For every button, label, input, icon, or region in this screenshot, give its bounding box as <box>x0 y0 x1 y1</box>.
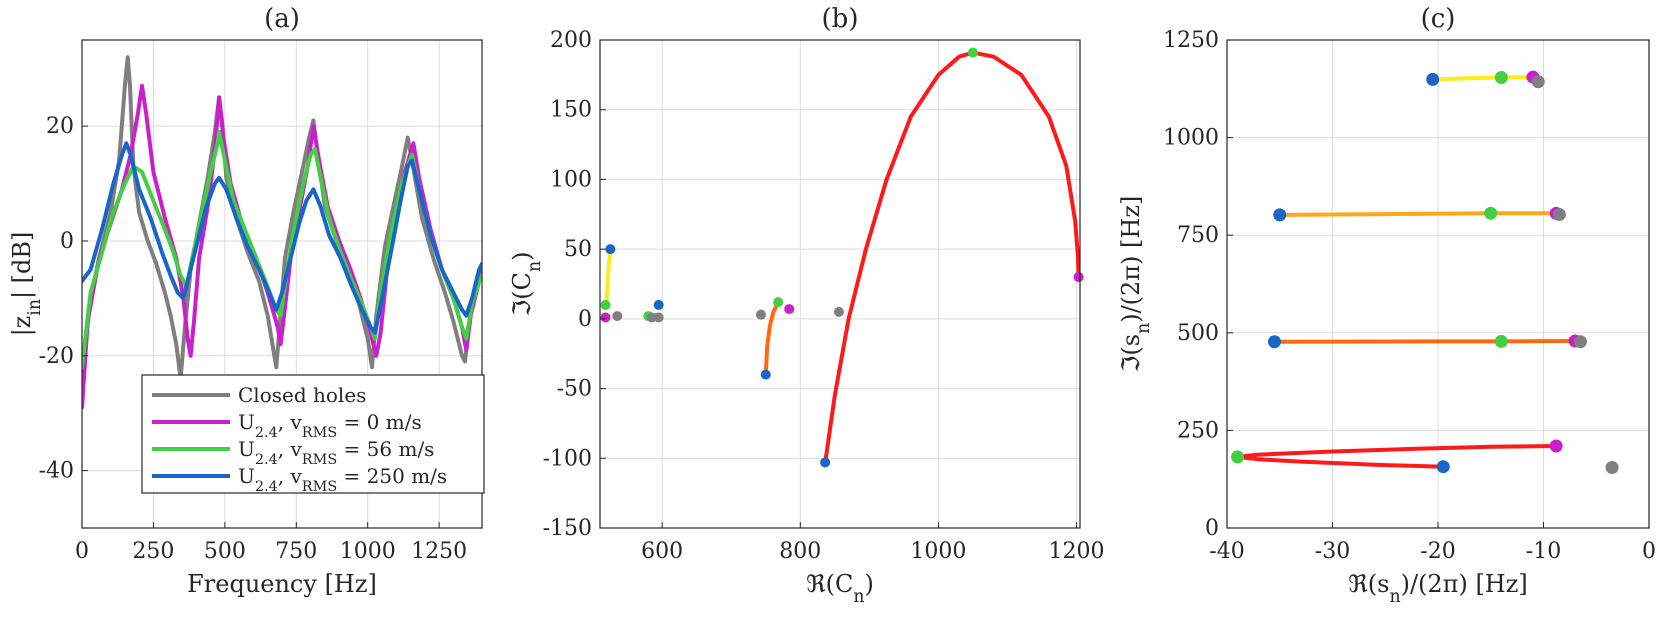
series-line-1 <box>82 83 482 410</box>
x-tick-label: 0 <box>75 539 89 564</box>
data-point-0 <box>1436 460 1450 474</box>
y-tick-label: 150 <box>550 98 592 123</box>
legend-label-1: U2.4, vRMS = 0 m/s <box>238 410 422 441</box>
data-point-12 <box>605 244 616 255</box>
y-axis-label: ℑ(Cn) <box>508 252 545 317</box>
x-tick-label: 750 <box>275 539 317 564</box>
legend-label-3: U2.4, vRMS = 250 m/s <box>238 464 447 495</box>
y-tick-label: 1250 <box>1163 28 1219 53</box>
y-axis-label: |zin| [dB] <box>8 232 45 337</box>
y-tick-label: -20 <box>39 344 74 369</box>
y-tick-label: 0 <box>1205 516 1219 541</box>
data-point-8 <box>1273 208 1287 222</box>
x-axis-label: ℜ(sn)/(2π) [Hz] <box>1348 570 1528 607</box>
data-point-11 <box>653 312 664 323</box>
data-point-15 <box>612 311 623 322</box>
trajectory-curve-2 <box>604 247 613 307</box>
plot-area <box>82 55 482 410</box>
x-tick-label: -20 <box>1420 539 1455 564</box>
panel-title: (a) <box>264 4 300 34</box>
y-tick-label: -100 <box>543 446 592 471</box>
x-tick-label: 1000 <box>910 539 966 564</box>
x-axis-label: Frequency [Hz] <box>187 570 377 598</box>
y-tick-label: 50 <box>564 237 592 262</box>
x-tick-label: 0 <box>1642 539 1656 564</box>
y-tick-label: 0 <box>578 307 592 332</box>
axes-frame <box>599 39 1081 529</box>
grid <box>600 39 1080 529</box>
data-point-8 <box>653 299 664 310</box>
y-tick-label: 500 <box>1177 321 1219 346</box>
data-point-2 <box>820 457 831 468</box>
data-point-5 <box>1494 334 1508 348</box>
y-tick-label: 20 <box>46 114 74 139</box>
panel-title: (c) <box>1421 4 1456 34</box>
axes-frame <box>81 39 483 529</box>
y-tick-label: 100 <box>550 167 592 192</box>
data-point-1 <box>1073 272 1084 283</box>
y-tick-label: -50 <box>557 377 592 402</box>
panel-title: (b) <box>822 4 859 34</box>
data-point-9 <box>1484 206 1498 220</box>
trajectory-curve-0 <box>1237 444 1559 469</box>
legend-label-2: U2.4, vRMS = 56 m/s <box>238 437 434 468</box>
data-point-0 <box>967 47 978 58</box>
data-point-7 <box>1573 335 1587 349</box>
data-point-4 <box>1267 335 1281 349</box>
trajectory-curve-3 <box>1430 75 1535 82</box>
data-point-3 <box>833 306 844 317</box>
y-axis-label: ℑ(sn)/(2π) [Hz] <box>1117 196 1154 373</box>
data-point-13 <box>1494 70 1508 84</box>
x-tick-label: 1000 <box>340 539 396 564</box>
data-point-13 <box>600 299 611 310</box>
x-tick-label: 800 <box>779 539 821 564</box>
data-point-7 <box>755 309 766 320</box>
y-tick-label: 200 <box>550 28 592 53</box>
x-tick-label: 600 <box>641 539 683 564</box>
panel-c: -40 -30 -20 -10 0 0 250 500 750 1000 1250 (c) ℜ(sn)/… <box>1117 4 1656 607</box>
x-tick-label: 1250 <box>411 539 467 564</box>
data-point-6 <box>784 304 795 315</box>
legend-label-0: Closed holes <box>238 383 366 407</box>
data-point-10 <box>646 312 657 323</box>
data-point-4 <box>760 369 771 380</box>
y-tick-label: -40 <box>39 459 74 484</box>
data-point-3 <box>1605 460 1619 474</box>
data-point-14 <box>600 312 611 323</box>
trajectory-curve-1 <box>1272 339 1578 344</box>
x-tick-label: 500 <box>204 539 246 564</box>
x-tick-label: 1200 <box>1049 539 1105 564</box>
x-tick-label: -40 <box>1209 539 1244 564</box>
y-tick-label: -150 <box>543 516 592 541</box>
y-tick-label: 250 <box>1177 418 1219 443</box>
y-tick-label: 0 <box>60 229 74 254</box>
trajectory-curve-2 <box>1277 211 1559 217</box>
panel-b: 600 800 1000 1200 -150 -100 -50 0 50 100 150 200 (b)… <box>508 4 1105 607</box>
y-tick-label: 1000 <box>1163 126 1219 151</box>
trajectory-curve-0 <box>823 50 1080 465</box>
data-point-11 <box>1552 208 1566 222</box>
trajectory-curve-1 <box>763 300 781 377</box>
data-point-5 <box>773 297 784 308</box>
data-point-2 <box>1549 439 1563 453</box>
data-point-12 <box>1426 72 1440 86</box>
data-point-15 <box>1531 75 1545 89</box>
y-tick-label: 750 <box>1177 223 1219 248</box>
panel-a: 0 250 500 750 1000 1250 -40 -20 0 20 (a) Frequency … <box>8 4 485 598</box>
x-tick-label: -30 <box>1315 539 1350 564</box>
x-tick-label: -10 <box>1526 539 1561 564</box>
plot-area <box>1237 75 1578 469</box>
plot-area <box>604 50 1080 465</box>
x-axis-label: ℜ(Cn) <box>806 570 874 607</box>
series-line-3 <box>82 141 482 335</box>
data-point-1 <box>1231 450 1245 464</box>
x-tick-label: 250 <box>132 539 174 564</box>
